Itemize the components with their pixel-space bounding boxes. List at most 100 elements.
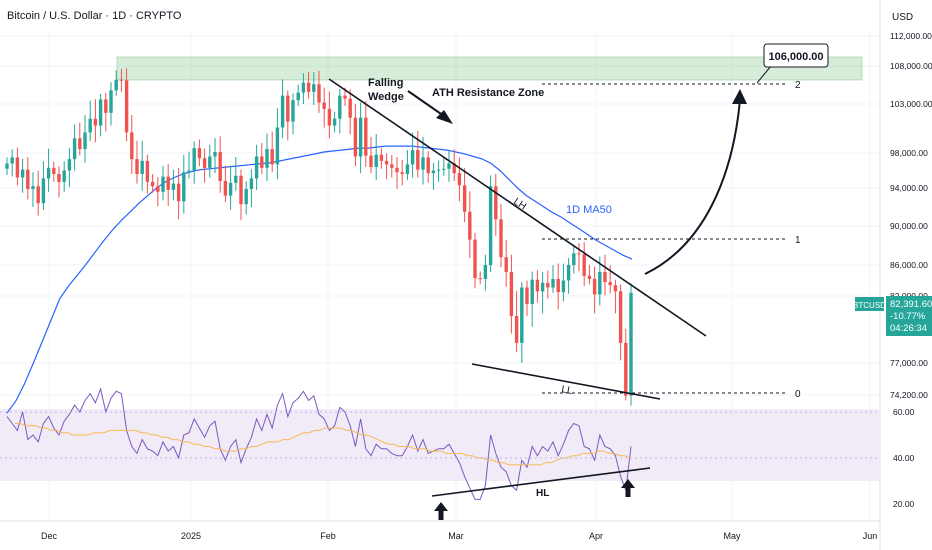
target-callout-text: 106,000.00 (768, 51, 823, 63)
candle (218, 152, 222, 181)
falling-wedge-label-line1: Falling (368, 77, 403, 89)
candle (478, 278, 482, 280)
projection-arrow-head (732, 89, 747, 104)
ma50-layer (6, 145, 633, 414)
price-tick: 112,000.00 (890, 31, 932, 41)
candle (473, 239, 477, 279)
candle (5, 163, 9, 169)
candle (592, 278, 597, 295)
candle (306, 82, 311, 92)
rsi-tick: 20.00 (893, 499, 915, 509)
wedge-upper-line (328, 78, 707, 337)
candle (551, 278, 555, 288)
candle (62, 170, 66, 182)
candle (254, 156, 259, 179)
candle (130, 132, 134, 160)
candle (88, 118, 92, 133)
time-tick: May (723, 531, 741, 541)
target-callout-line (756, 65, 772, 84)
price-tick: 90,000.00 (890, 221, 928, 231)
candle (161, 176, 165, 192)
target-callout-box (763, 43, 829, 68)
ath-resistance-zone (116, 56, 863, 81)
symbol-tag-bg (855, 297, 884, 311)
projection-arrow (644, 99, 741, 275)
candle (98, 99, 103, 126)
rsi-tick: 60.00 (893, 407, 915, 417)
candle (249, 178, 254, 189)
candle (171, 183, 176, 190)
candle (566, 265, 571, 281)
candle (280, 95, 285, 128)
candle (442, 168, 446, 170)
price-tick: 98,000.00 (890, 148, 928, 158)
timer-tag: 04:26:34 (890, 323, 927, 334)
time-axis: Dec 2025 Feb Mar Apr May Jun (41, 531, 877, 541)
candle (109, 90, 113, 113)
candle (416, 150, 420, 170)
candle (384, 160, 389, 165)
candle (452, 163, 456, 174)
candle (447, 163, 451, 169)
candle (358, 117, 363, 157)
candle (124, 80, 129, 133)
rsi-line (6, 387, 632, 500)
candle (514, 316, 519, 343)
candle (629, 292, 633, 396)
candle (67, 159, 72, 171)
time-tick: Mar (448, 531, 464, 541)
candle (166, 176, 170, 190)
candle (530, 279, 534, 305)
price-tick: 94,000.00 (890, 183, 928, 193)
candle (187, 170, 191, 173)
time-tick: Dec (41, 531, 58, 541)
candle (270, 149, 274, 165)
candle (275, 127, 280, 165)
candle (483, 265, 488, 279)
candle (234, 175, 238, 183)
candle (20, 169, 25, 178)
ath-zone-label: ATH Resistance Zone (432, 87, 544, 99)
candle (244, 188, 248, 205)
candle (260, 156, 264, 168)
candle (78, 138, 82, 150)
candle (608, 282, 612, 286)
ma50-label: 1D MA50 (566, 204, 612, 216)
candle (228, 182, 233, 196)
candle (31, 186, 35, 189)
candle (405, 164, 410, 174)
candle (369, 155, 373, 167)
candle (213, 152, 217, 157)
rsi-axis: 60.00 40.00 20.00 (893, 407, 915, 509)
candle (598, 271, 602, 295)
candle (426, 157, 430, 174)
candle (582, 254, 586, 276)
candle (327, 108, 332, 126)
candle (395, 167, 399, 173)
candle (400, 172, 404, 174)
candle (556, 278, 560, 293)
candle (520, 287, 524, 343)
candle (202, 158, 207, 168)
candle (488, 186, 493, 265)
candle (421, 157, 425, 170)
candle (572, 253, 576, 265)
candle (150, 181, 155, 187)
candle (176, 183, 181, 202)
candle (46, 167, 51, 179)
candle (338, 95, 342, 119)
candle (343, 95, 347, 99)
candle (15, 157, 20, 178)
candle (603, 271, 607, 283)
price-tag: 82,391.60 (890, 299, 932, 310)
candle (156, 186, 160, 192)
symbol-tag: BTCUSD (853, 301, 886, 310)
candle (83, 132, 87, 150)
candle (10, 157, 14, 164)
price-tick: 74,200.00 (890, 390, 928, 400)
candle (504, 257, 508, 272)
chart-title: Bitcoin / U.S. Dollar · 1D · CRYPTO (7, 10, 182, 22)
price-tick: 108,000.00 (890, 61, 932, 71)
lh-label: LH (511, 196, 528, 212)
